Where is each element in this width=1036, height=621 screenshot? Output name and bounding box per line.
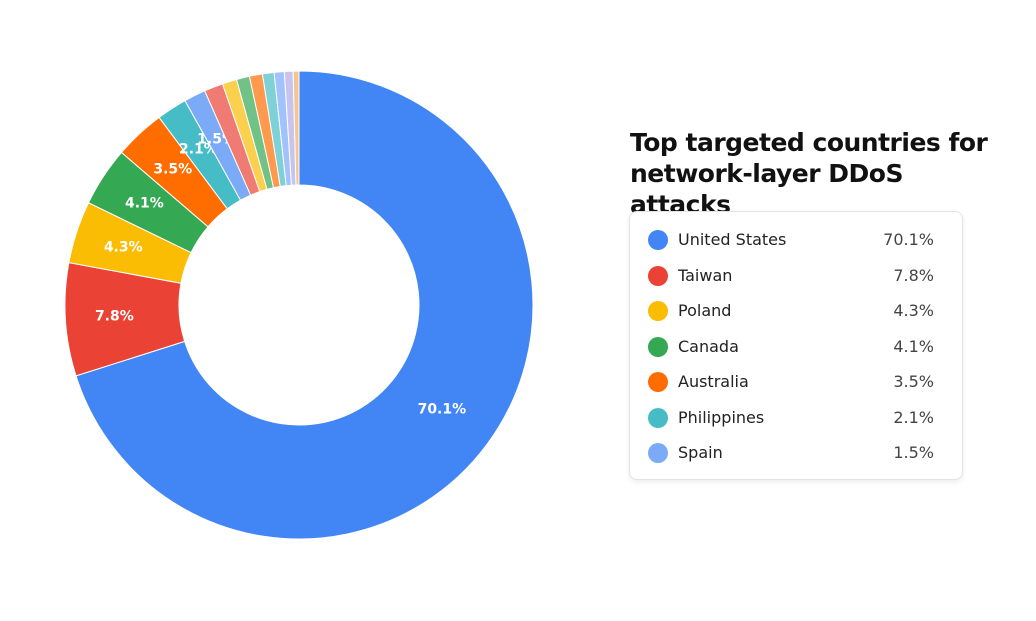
legend-value: 7.8% [893,265,934,285]
legend-item: Poland 4.3% [630,296,962,326]
legend-label: Taiwan [678,265,733,285]
legend-label: Philippines [678,407,765,427]
legend-label: United States [678,230,787,249]
legend-label: Canada [678,336,739,356]
legend-item: Australia 3.5% [630,367,962,397]
legend-value: 70.1% [883,230,934,249]
legend-swatch [648,443,668,463]
legend-item: Spain 1.5% [630,438,962,468]
slice-label: 2.1% [179,142,218,158]
legend-label: Poland [678,301,732,320]
legend-item: Taiwan 7.8% [630,261,962,291]
slice-label: 7.8% [95,309,134,325]
slice-label: 70.1% [418,401,467,417]
slice [75,70,534,540]
legend-swatch [648,336,668,357]
legend-swatch [648,230,668,250]
legend-swatch [648,407,668,428]
legend-item: United States 70.1% [630,225,962,255]
legend-swatch [648,265,668,286]
slice-label: 4.3% [104,239,143,255]
legend-value: 4.3% [893,301,934,320]
legend-swatch [648,372,668,392]
slice-label: 4.1% [125,195,164,211]
legend-value: 4.1% [893,336,934,356]
legend-value: 1.5% [893,443,934,462]
legend-value: 3.5% [893,372,934,391]
legend-value: 2.1% [893,407,934,427]
slice [292,70,300,186]
legend-item: Canada 4.1% [630,332,962,362]
chart-title: Top targeted countries for network-layer… [630,128,988,219]
legend-item: Philippines 2.1% [630,403,962,433]
legend-label: Australia [678,372,749,391]
legend-swatch [648,301,668,321]
legend: United States 70.1% Taiwan 7.8% Poland 4.3% Ca… [629,211,963,480]
slice-label: 3.5% [153,162,192,178]
legend-label: Spain [678,443,723,462]
donut-chart: 70.1%7.8%4.3%4.1%3.5%2.1%1.5% [64,70,534,540]
